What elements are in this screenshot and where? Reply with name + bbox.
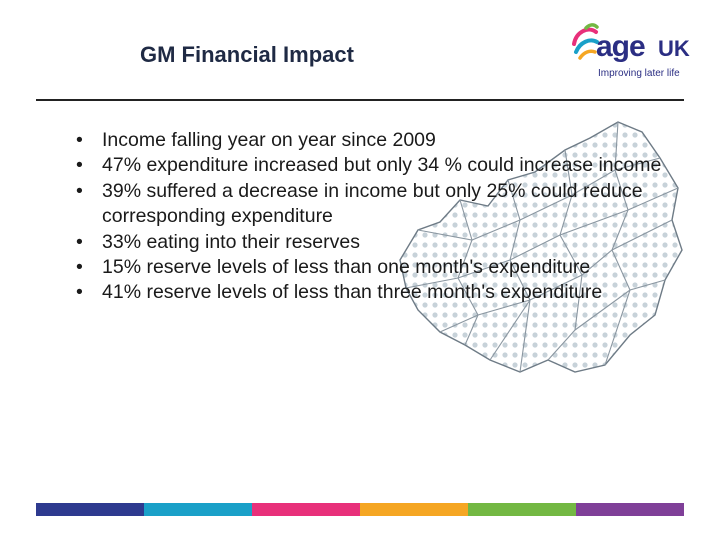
bullet-marker: • bbox=[76, 230, 83, 253]
bullet-text: Income falling year on year since 2009 bbox=[102, 129, 436, 151]
footer-color-bar bbox=[36, 503, 684, 516]
bullet-marker: • bbox=[76, 256, 83, 279]
bullet-item: • 15% reserve levels of less than one mon… bbox=[72, 255, 672, 280]
age-uk-swirl-icon bbox=[572, 23, 599, 60]
logo-tagline: Improving later life bbox=[598, 68, 680, 79]
bullet-text: 47% expenditure increased but only 34 % … bbox=[102, 154, 662, 177]
title-divider bbox=[36, 99, 684, 101]
footer-segment bbox=[252, 503, 360, 516]
bullet-marker: • bbox=[76, 281, 83, 304]
bullet-text: 15% reserve levels of less than one mont… bbox=[102, 256, 591, 279]
bullet-list: • Income falling year on year since 2009 … bbox=[72, 128, 672, 306]
bullet-marker: • bbox=[76, 179, 83, 202]
bullet-text: 41% reserve levels of less than three mo… bbox=[102, 281, 603, 304]
bullet-text: 33% eating into their reserves bbox=[102, 230, 360, 253]
footer-segment bbox=[144, 503, 252, 516]
bullet-item: • 41% reserve levels of less than three m… bbox=[72, 280, 672, 305]
bullet-item: • 39% suffered a decrease in income but o… bbox=[72, 179, 672, 230]
bullet-marker: • bbox=[76, 154, 83, 177]
footer-segment bbox=[36, 503, 144, 516]
slide-title: GM Financial Impact bbox=[140, 42, 354, 67]
logo-wordmark: age bbox=[596, 30, 646, 63]
bullet-marker: • bbox=[76, 129, 83, 151]
bullet-item: • Income falling year on year since 2009 bbox=[72, 128, 672, 153]
footer-segment bbox=[360, 503, 468, 516]
logo-uk: UK bbox=[658, 36, 690, 61]
bullet-text: 39% suffered a decrease in income but on… bbox=[102, 179, 643, 228]
age-uk-logo: age UK Improving later life bbox=[570, 22, 690, 84]
region-map-illustration bbox=[399, 121, 683, 373]
bullet-item: • 47% expenditure increased but only 34 %… bbox=[72, 153, 672, 178]
footer-segment bbox=[468, 503, 576, 516]
bullet-item: • 33% eating into their reserves bbox=[72, 230, 672, 255]
footer-segment bbox=[576, 503, 684, 516]
